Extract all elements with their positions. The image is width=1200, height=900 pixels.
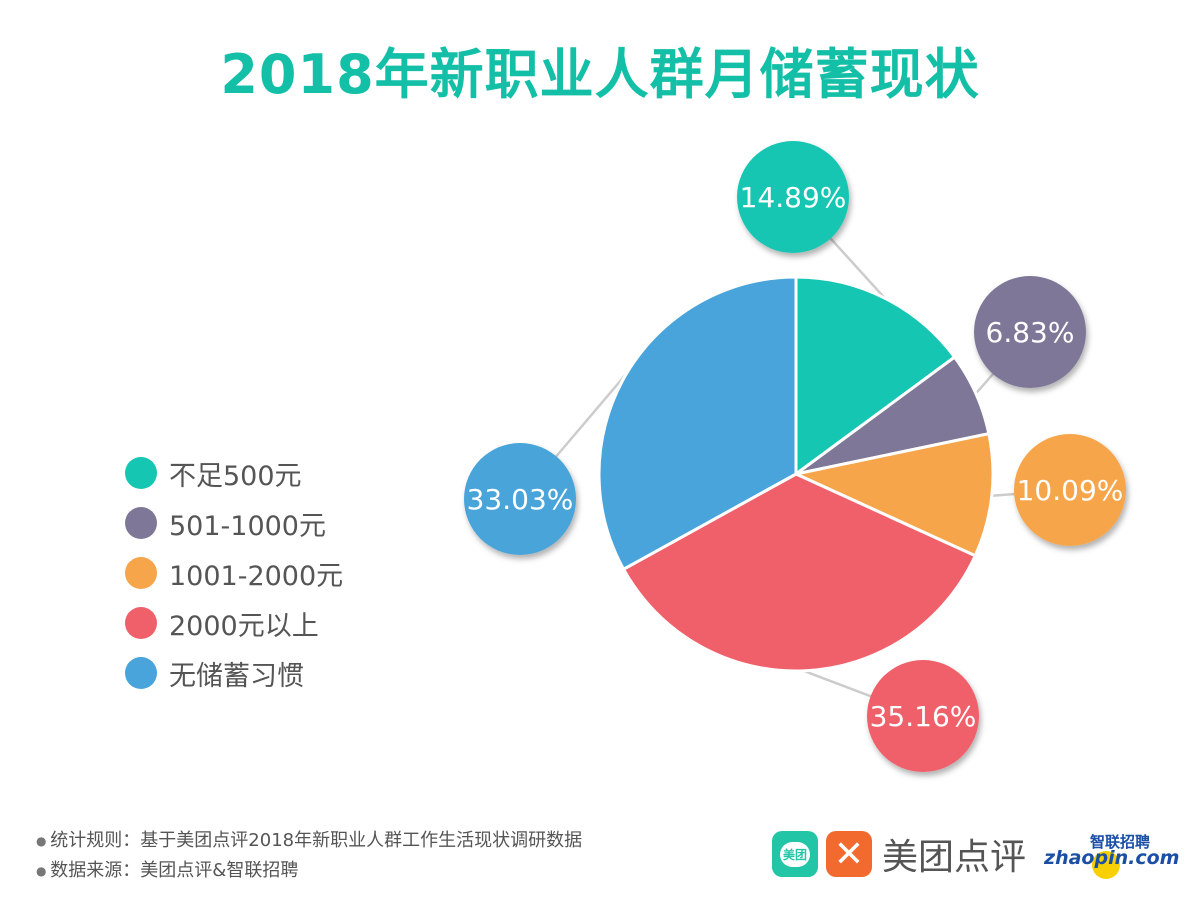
legend-item: 1001-2000元 (125, 548, 343, 598)
data-source: 数据来源：美团点评&智联招聘 (36, 856, 582, 886)
pie-slice (621, 472, 978, 673)
legend-item: 无储蓄习惯 (125, 648, 343, 698)
legend-item: 2000元以上 (125, 598, 343, 648)
legend-item: 501-1000元 (125, 498, 343, 548)
legend-swatch (125, 457, 157, 489)
pie-slice (791, 431, 995, 558)
legend: 不足500元 501-1000元 1001-2000元 2000元以上 无储蓄习… (125, 448, 343, 698)
footer-notes: 统计规则：基于美团点评2018年新职业人群工作生活现状调研数据 数据来源：美团点… (36, 826, 582, 886)
data-label: 35.16% (870, 700, 977, 733)
pie-slice (597, 275, 798, 572)
legend-label: 不足500元 (169, 460, 302, 492)
data-label: 14.89% (740, 181, 847, 214)
stat-rule: 统计规则：基于美团点评2018年新职业人群工作生活现状调研数据 (36, 826, 582, 856)
legend-swatch (125, 507, 157, 539)
dianping-logo-icon: ✕ (826, 831, 872, 877)
zhaopin-logo: 智联招聘 zhaopin.com (1044, 831, 1179, 879)
pie-slice (794, 275, 957, 477)
value-bubble (1014, 434, 1126, 546)
legend-label: 1001-2000元 (169, 560, 344, 592)
value-bubble (464, 443, 576, 555)
value-bubble (737, 141, 849, 253)
chart-title: 2018年新职业人群月储蓄现状 (220, 43, 980, 106)
legend-label: 2000元以上 (169, 610, 319, 642)
legend-swatch (125, 657, 157, 689)
data-label: 33.03% (467, 483, 574, 516)
legend-item: 不足500元 (125, 448, 343, 498)
value-bubble (974, 276, 1086, 388)
legend-swatch (125, 557, 157, 589)
legend-swatch (125, 607, 157, 639)
data-label: 10.09% (1017, 474, 1124, 507)
data-label: 6.83% (986, 316, 1075, 349)
legend-label: 无储蓄习惯 (169, 660, 304, 692)
dianping-logo-text: 美团点评 (882, 837, 1027, 878)
legend-label: 501-1000元 (169, 510, 326, 542)
meituan-logo: 美团 (772, 831, 818, 877)
value-bubble (867, 660, 979, 772)
logos: 美团 ✕ 美团点评 智联招聘 zhaopin.com (772, 828, 1179, 880)
